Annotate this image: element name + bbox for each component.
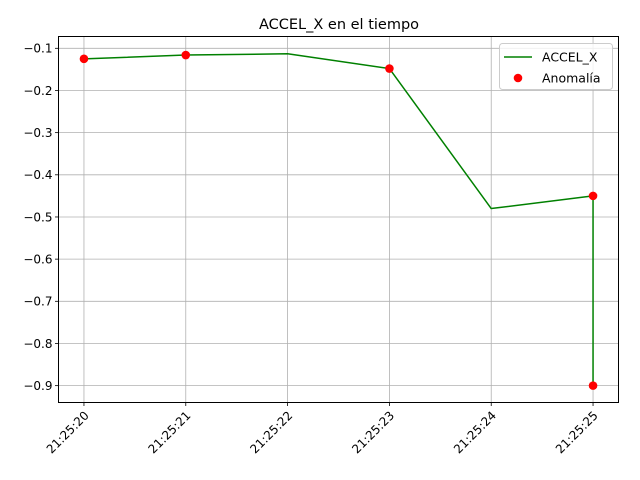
legend-box bbox=[499, 43, 613, 90]
legend: ACCEL_X Anomalía bbox=[499, 43, 613, 90]
anomaly-point bbox=[588, 191, 598, 201]
y-axis: −0.1 −0.2 −0.3 −0.4 −0.5 −0.6 −0.7 −0.8 −0.9 bbox=[23, 42, 59, 393]
y-tick-label: −0.6 bbox=[23, 252, 52, 266]
x-tick-label: 21:25:21 bbox=[146, 408, 194, 456]
series-layer bbox=[79, 50, 598, 390]
x-tick-label: 21:25:20 bbox=[44, 408, 92, 456]
y-tick-label: −0.5 bbox=[23, 210, 52, 224]
anomaly-point bbox=[79, 54, 89, 64]
grid bbox=[58, 36, 619, 403]
chart-title: ACCEL_X en el tiempo bbox=[259, 17, 419, 33]
y-tick-label: −0.7 bbox=[23, 295, 52, 309]
anomaly-point bbox=[181, 50, 191, 60]
legend-label: Anomalía bbox=[542, 71, 601, 86]
x-axis: 21:25:20 21:25:21 21:25:22 21:25:23 21:25:24… bbox=[44, 402, 601, 456]
x-tick-label: 21:25:23 bbox=[349, 408, 397, 456]
y-tick-label: −0.4 bbox=[23, 168, 52, 182]
y-tick-label: −0.3 bbox=[23, 126, 52, 140]
legend-swatch-marker bbox=[513, 73, 523, 83]
y-tick-label: −0.2 bbox=[23, 84, 52, 98]
plot-frame bbox=[58, 36, 619, 403]
y-tick-label: −0.1 bbox=[23, 42, 52, 56]
y-tick-label: −0.9 bbox=[23, 379, 52, 393]
x-tick-label: 21:25:25 bbox=[553, 408, 601, 456]
anomaly-point bbox=[385, 64, 394, 73]
anomaly-point bbox=[588, 381, 598, 390]
x-tick-label: 21:25:22 bbox=[247, 408, 295, 456]
x-tick-label: 21:25:24 bbox=[451, 408, 499, 456]
legend-label: ACCEL_X bbox=[542, 50, 598, 65]
series-line-accel-x bbox=[83, 53, 594, 386]
y-tick-label: −0.8 bbox=[23, 337, 52, 351]
